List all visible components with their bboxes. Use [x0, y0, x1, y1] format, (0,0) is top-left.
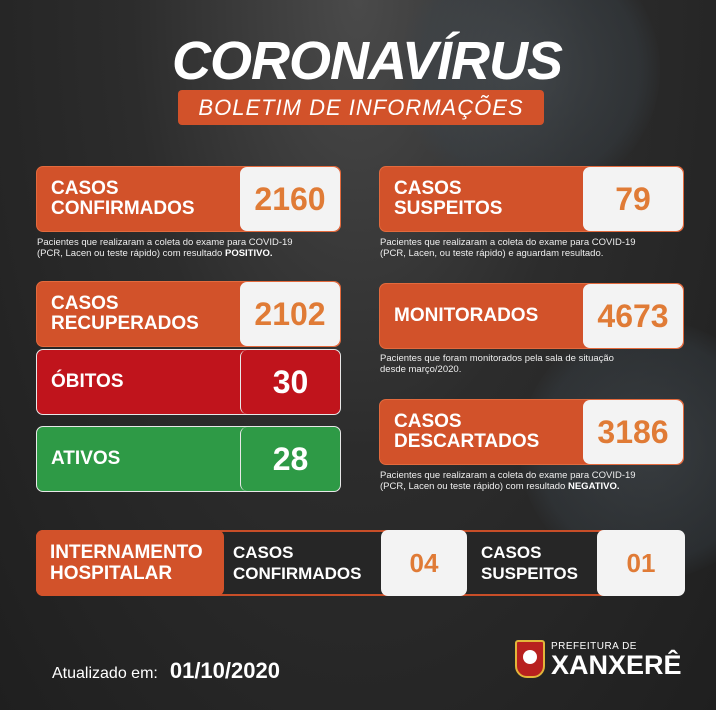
card-obitos: ÓBITOS 30: [36, 349, 341, 415]
card-monitorados: MONITORADOS 4673: [379, 283, 684, 349]
card-note: Pacientes que foram monitorados pela sal…: [380, 353, 614, 375]
card-value: 28: [240, 427, 340, 491]
hospital-confirmed-value: 04: [381, 530, 467, 596]
card-value: 2160: [240, 167, 340, 231]
card-label: CASOS SUSPEITOS: [394, 178, 503, 219]
coat-of-arms-icon: [515, 640, 545, 678]
card-note: Pacientes que realizaram a coleta do exa…: [380, 237, 636, 259]
logo-small-text: PREFEITURA DE: [551, 640, 637, 652]
updated-date: 01/10/2020: [169, 658, 280, 683]
updated-info: Atualizado em: 01/10/2020: [52, 658, 280, 684]
card-note: Pacientes que realizaram a coleta do exa…: [380, 470, 636, 492]
card-casos-recuperados: CASOS RECUPERADOS 2102: [36, 281, 341, 347]
card-value: 79: [583, 167, 683, 231]
hospital-suspect-value: 01: [597, 530, 685, 596]
hospital-strip: INTERNAMENTO HOSPITALAR CASOS CONFIRMADOS …: [36, 530, 685, 596]
logo-main-text: XANXERÊ: [551, 649, 682, 680]
card-label: ATIVOS: [51, 448, 121, 469]
updated-label: Atualizado em:: [52, 665, 158, 682]
prefeitura-logo: PREFEITURA DE XANXERÊ: [515, 640, 682, 678]
hospital-suspect-label: CASOS SUSPEITOS: [481, 543, 578, 583]
card-ativos: ATIVOS 28: [36, 426, 341, 492]
card-value: 2102: [240, 282, 340, 346]
card-value: 3186: [583, 400, 683, 464]
card-note: Pacientes que realizaram a coleta do exa…: [37, 237, 293, 259]
card-label: CASOS CONFIRMADOS: [51, 178, 195, 219]
card-label: CASOS RECUPERADOS: [51, 293, 199, 334]
card-label: ÓBITOS: [51, 371, 124, 392]
page-subtitle: BOLETIM DE INFORMAÇÕES: [178, 90, 544, 125]
card-label: MONITORADOS: [394, 305, 539, 326]
card-casos-descartados: CASOS DESCARTADOS 3186: [379, 399, 684, 465]
hospital-confirmed-label: CASOS CONFIRMADOS: [233, 543, 362, 583]
card-label: CASOS DESCARTADOS: [394, 411, 540, 452]
card-value: 4673: [583, 284, 683, 348]
card-casos-confirmados: CASOS CONFIRMADOS 2160: [36, 166, 341, 232]
card-casos-suspeitos: CASOS SUSPEITOS 79: [379, 166, 684, 232]
card-value: 30: [240, 350, 340, 414]
page-title: CORONAVÍRUS: [172, 31, 563, 91]
hospital-label: INTERNAMENTO HOSPITALAR: [36, 530, 224, 596]
